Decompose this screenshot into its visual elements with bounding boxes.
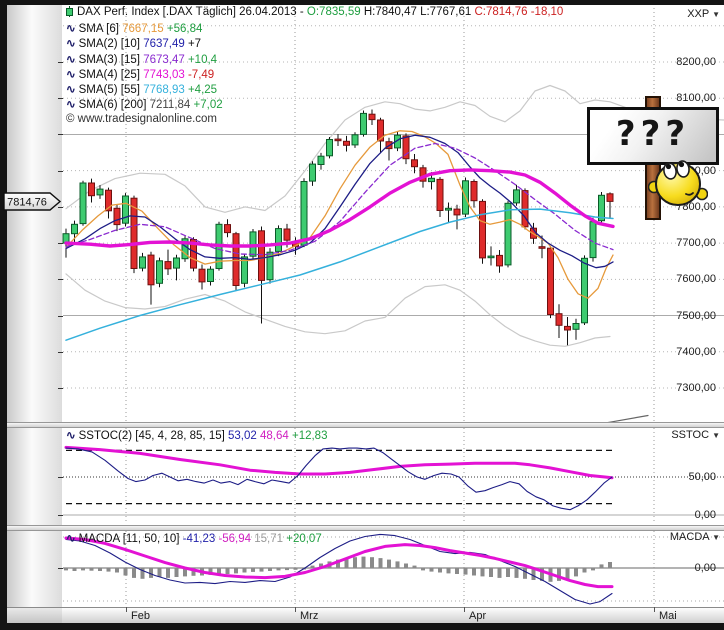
legend-text: 48,64 <box>260 429 292 442</box>
macda-legend-row[interactable]: ∿ MACDA [11, 50, 10] -41,23 -56,94 15,71 … <box>66 531 322 545</box>
price-axis-gutter[interactable] <box>7 5 62 607</box>
month-label: Mrz <box>300 610 319 622</box>
legend-text: SMA(5) [55] <box>78 84 144 96</box>
axis-tick <box>58 98 63 100</box>
sma-legend-row[interactable]: ∿ SMA(2) [10] 7637,49 +7 <box>66 36 201 50</box>
month-tick <box>126 607 127 612</box>
wave-icon: ∿ <box>66 23 76 36</box>
copyright-label: © www.tradesignalonline.com <box>66 112 218 125</box>
time-axis[interactable]: Feb Mrz Apr Mai <box>62 607 724 623</box>
wave-icon: ∿ <box>66 84 76 96</box>
legend-text: O:7835,59 <box>306 6 364 18</box>
legend-text: SMA(4) [25] <box>78 68 144 81</box>
axis-tick <box>58 206 63 208</box>
question-sign-text: ??? <box>615 114 691 154</box>
legend-text: +56,84 <box>166 23 203 36</box>
legend-text: SMA [6] <box>78 23 123 36</box>
legend-text: +12,83 <box>291 429 328 442</box>
axis-tick <box>58 315 63 317</box>
smiley-emoticon <box>648 160 708 206</box>
legend-text: +7,02 <box>193 99 223 112</box>
legend-text: -7,49 <box>187 68 215 81</box>
axis-tick <box>58 134 63 136</box>
sma-legend-row[interactable]: ∿ SMA(6) [200] 7211,84 +7,02 <box>66 97 223 111</box>
macda-panel-selector[interactable]: MACDA ▼ <box>669 531 720 543</box>
chevron-down-icon: ▼ <box>712 533 720 542</box>
legend-text: 7211,84 <box>149 99 194 112</box>
legend-text: C:7814,76 -18,10 <box>474 6 564 18</box>
month-tick <box>654 607 655 612</box>
price-panel-selector[interactable]: XXP ▼ <box>687 8 720 20</box>
sstoc-axis-label: 0,00 <box>694 509 716 521</box>
legend-text: SMA(6) [200] <box>78 99 150 112</box>
price-axis-label: 8200,00 <box>676 56 716 68</box>
sma-legend-row[interactable]: ∿ SMA [6] 7667,15 +56,84 <box>66 21 202 35</box>
price-axis-label: 8100,00 <box>676 92 716 105</box>
price-axis-label: 7500,00 <box>676 309 716 322</box>
legend-text: +10,4 <box>187 53 218 66</box>
sstoc-legend-row[interactable]: ∿ SSTOC(2) [45, 4, 28, 85, 15] 53,02 48,6… <box>66 428 327 442</box>
axis-tick <box>58 568 63 569</box>
axis-tick <box>58 515 63 516</box>
axis-tick <box>58 477 63 478</box>
panel-separator[interactable] <box>7 525 724 531</box>
sstoc-axis-label: 50,00 <box>688 471 716 483</box>
wave-icon: ∿ <box>66 429 76 442</box>
axis-tick <box>58 351 63 353</box>
legend-text: +4,25 <box>187 84 218 96</box>
price-axis-label: 7600,00 <box>676 273 716 286</box>
legend-text: 7743,03 <box>143 68 188 81</box>
legend-text: SMA(2) [10] <box>78 38 144 51</box>
instrument-legend-row[interactable]: DAX Perf. Index [.DAX Täglich] 26.04.201… <box>66 6 563 18</box>
sma-legend-row[interactable]: ∿ SMA(5) [55] 7768,93 +4,25 <box>66 82 217 96</box>
sstoc-panel-selector[interactable]: SSTOC ▼ <box>671 429 720 441</box>
axis-tick <box>58 62 63 63</box>
legend-text: +20,07 <box>286 532 322 545</box>
last-price-tag: 7814,76 <box>3 192 62 211</box>
axis-tick <box>58 170 63 172</box>
chevron-down-icon: ▼ <box>712 431 720 440</box>
month-label: Apr <box>469 610 487 622</box>
wave-icon: ∿ <box>66 532 76 545</box>
legend-text: -41,23 <box>182 532 219 545</box>
sma-legend-row[interactable]: ∿ SMA(4) [25] 7743,03 -7,49 <box>66 67 214 81</box>
wave-icon: ∿ <box>66 53 76 66</box>
axis-tick <box>58 279 63 281</box>
chevron-down-icon: ▼ <box>712 10 720 19</box>
legend-text: 7673,47 <box>143 53 188 66</box>
wave-icon: ∿ <box>66 68 76 81</box>
panel-separator[interactable] <box>7 422 724 428</box>
legend-text: -56,94 <box>218 532 255 545</box>
macda-axis-label: 0,00 <box>694 562 716 574</box>
sma-legend-row[interactable]: ∿ SMA(3) [15] 7673,47 +10,4 <box>66 52 217 66</box>
wave-icon: ∿ <box>66 99 76 112</box>
month-tick <box>295 607 296 612</box>
wave-icon: ∿ <box>66 38 76 51</box>
legend-text: SSTOC(2) [45, 4, 28, 85, 15] <box>78 429 229 442</box>
month-label: Mai <box>659 610 677 622</box>
month-tick <box>464 607 465 612</box>
legend-text: 15,71 <box>254 532 287 545</box>
legend-text: MACDA [11, 50, 10] <box>78 532 183 545</box>
candlestick-icon <box>66 6 73 17</box>
question-sign: ??? <box>587 107 719 165</box>
axis-tick <box>58 243 63 245</box>
svg-text:7814,76: 7814,76 <box>7 197 47 209</box>
legend-text: 7637,49 <box>143 38 188 51</box>
axis-tick <box>58 387 63 389</box>
legend-text: 7768,93 <box>143 84 188 96</box>
price-axis-label: 7300,00 <box>676 381 716 394</box>
month-label: Feb <box>131 610 150 622</box>
legend-text: SMA(3) [15] <box>78 53 144 66</box>
price-axis-label: 7400,00 <box>676 345 716 358</box>
legend-text: +7 <box>187 38 202 51</box>
time-axis-corner <box>7 607 62 623</box>
legend-text: H:7840,47 L:7767,61 <box>363 6 475 18</box>
legend-text: 53,02 <box>228 429 260 442</box>
price-axis-label: 7700,00 <box>676 237 716 250</box>
legend-text: 7667,15 <box>122 23 167 36</box>
legend-text: DAX Perf. Index [.DAX Täglich] 26.04.201… <box>77 6 307 18</box>
